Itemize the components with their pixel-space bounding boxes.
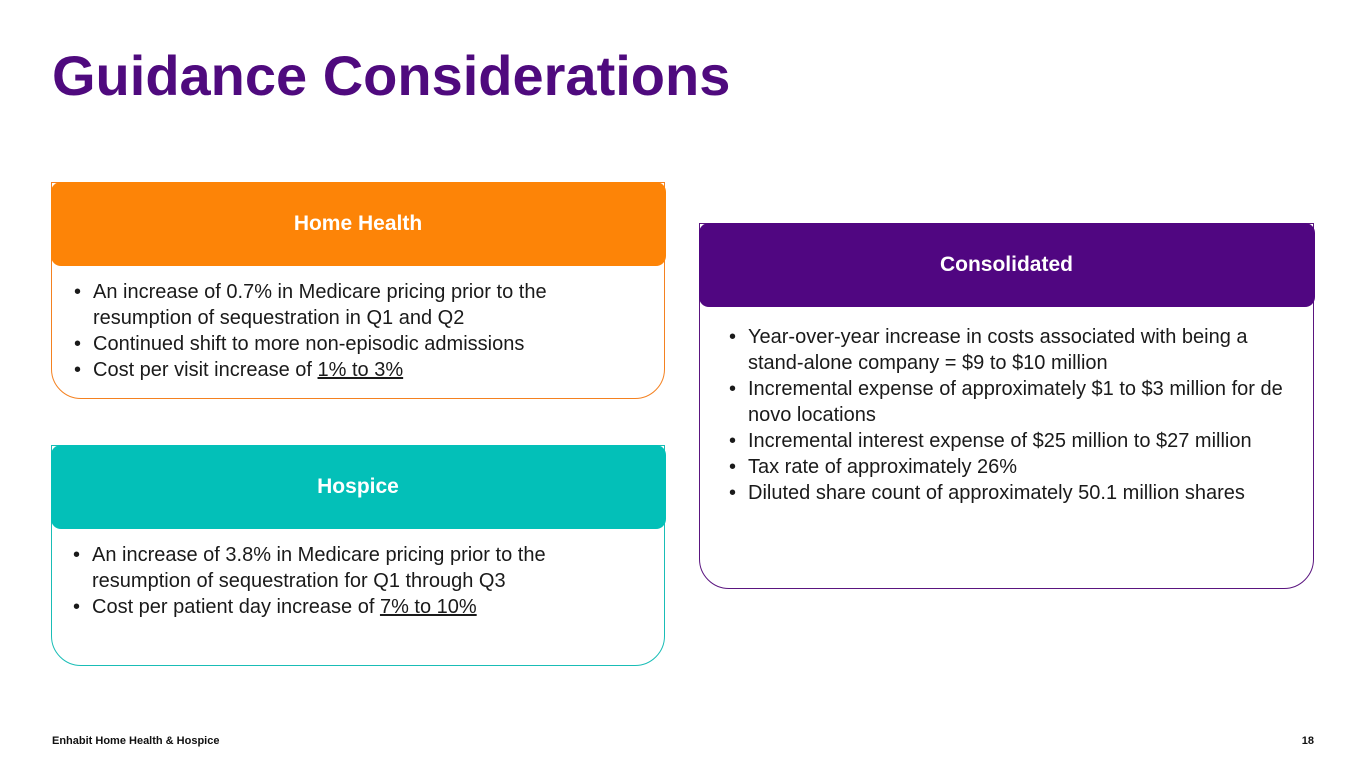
bullet-highlight: 7% to 10% [379, 596, 477, 618]
bullet-item: • An increase of 3.8% in Medicare pricing… [73, 542, 644, 594]
bullet-item: • An increase of 0.7% in Medicare pricing… [74, 279, 644, 331]
bullet-text: Tax rate of approximately 26% [748, 456, 1018, 478]
bullet-icon: • [729, 378, 737, 400]
consolidated-bullets: • Year-over-year increase in costs associ… [729, 324, 1293, 506]
hospice-header: Hospice [50, 444, 666, 529]
bullet-icon: • [729, 430, 737, 452]
bullet-text: Continued shift to more non-episodic adm… [93, 333, 525, 355]
bullet-text: An increase of 0.7% in Medicare pricing … [93, 281, 547, 329]
footer-company: Enhabit Home Health & Hospice [52, 735, 220, 747]
page-number: 18 [1301, 735, 1314, 747]
bullet-icon: • [74, 281, 82, 303]
bullet-text: Year-over-year increase in costs associa… [748, 326, 1248, 374]
home-health-header: Home Health [50, 181, 666, 266]
bullet-icon: • [729, 326, 737, 348]
page-title: Guidance Considerations [52, 44, 731, 107]
hospice-bullets: • An increase of 3.8% in Medicare pricing… [73, 542, 644, 620]
hospice-card: Hospice • An increase of 3.8% in Medicare… [50, 444, 666, 666]
home-health-card: Home Health • An increase of 0.7% in Medi… [50, 181, 666, 399]
bullet-item: • Incremental expense of approximately $1… [729, 376, 1293, 428]
bullet-icon: • [729, 456, 737, 478]
bullet-item: • Cost per patient day increase of 7% to … [73, 594, 644, 620]
consolidated-header: Consolidated [698, 222, 1315, 307]
consolidated-card: Consolidated • Year-over-year increase in… [698, 222, 1315, 589]
bullet-text: An increase of 3.8% in Medicare pricing … [92, 544, 546, 592]
bullet-icon: • [73, 596, 81, 618]
bullet-text: Incremental expense of approximately $1 … [748, 378, 1283, 426]
bullet-icon: • [729, 482, 737, 504]
bullet-text: Cost per patient day increase of [92, 596, 380, 618]
home-health-bullets: • An increase of 0.7% in Medicare pricing… [74, 279, 644, 383]
bullet-text: Diluted share count of approximately 50.… [748, 482, 1245, 504]
bullet-icon: • [74, 359, 82, 381]
home-health-body: • An increase of 0.7% in Medicare pricing… [52, 267, 664, 383]
bullet-text: Incremental interest expense of $25 mill… [748, 430, 1252, 452]
consolidated-body: • Year-over-year increase in costs associ… [700, 308, 1313, 506]
bullet-item: • Tax rate of approximately 26% [729, 454, 1293, 480]
bullet-text: Cost per visit increase of [93, 359, 318, 381]
bullet-icon: • [74, 333, 82, 355]
bullet-item: • Cost per visit increase of 1% to 3% [74, 357, 644, 383]
bullet-item: • Diluted share count of approximately 50… [729, 480, 1293, 506]
bullet-item: • Continued shift to more non-episodic ad… [74, 331, 644, 357]
bullet-item: • Year-over-year increase in costs associ… [729, 324, 1293, 376]
hospice-body: • An increase of 3.8% in Medicare pricing… [52, 530, 664, 620]
bullet-icon: • [73, 544, 81, 566]
bullet-item: • Incremental interest expense of $25 mil… [729, 428, 1293, 454]
bullet-highlight: 1% to 3% [317, 359, 404, 381]
